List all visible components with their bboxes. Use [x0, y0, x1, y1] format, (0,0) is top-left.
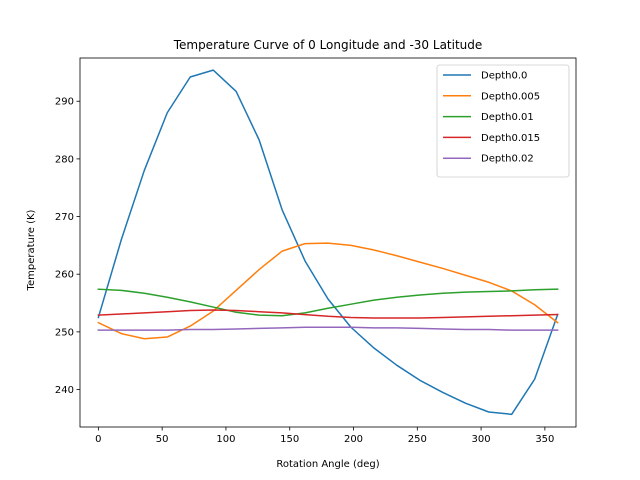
y-axis-label: Temperature (K) — [26, 209, 37, 291]
chart-title: Temperature Curve of 0 Longitude and -30… — [173, 38, 483, 52]
series-line-3 — [97, 309, 559, 319]
legend-label-2: Depth0.01 — [481, 112, 534, 123]
x-tick-label-1: 50 — [156, 434, 169, 445]
legend-label-1: Depth0.005 — [481, 91, 540, 102]
x-axis: 0 50 100 150 200 250 300 350 — [95, 427, 554, 445]
plot-area — [79, 57, 577, 428]
x-tick-label-3: 150 — [280, 434, 299, 445]
y-tick-label-5: 290 — [55, 97, 74, 108]
x-tick-label-0: 0 — [95, 434, 101, 445]
y-tick-label-4: 280 — [55, 154, 74, 165]
y-tick-label-1: 250 — [55, 327, 74, 338]
series-line-0 — [97, 69, 559, 416]
y-tick-label-2: 260 — [55, 270, 74, 281]
y-axis: 240 250 260 270 280 290 — [55, 97, 80, 396]
series-line-1 — [97, 242, 559, 340]
legend-label-4: Depth0.02 — [481, 154, 534, 165]
series-line-2 — [97, 288, 559, 317]
x-tick-label-7: 350 — [535, 434, 554, 445]
legend-box — [436, 64, 570, 178]
x-axis-label: Rotation Angle (deg) — [276, 459, 379, 470]
y-tick-label-3: 270 — [55, 212, 74, 223]
y-tick-label-0: 240 — [55, 385, 74, 396]
x-tick-label-6: 300 — [472, 434, 491, 445]
x-tick-label-4: 200 — [344, 434, 363, 445]
series-line-4 — [97, 326, 559, 331]
legend-label-3: Depth0.015 — [481, 133, 540, 144]
x-tick-label-2: 100 — [216, 434, 235, 445]
x-tick-label-5: 250 — [408, 434, 427, 445]
legend: Depth0.0 Depth0.005 Depth0.01 Depth0.015 Dep… — [436, 64, 570, 178]
plot-frame — [79, 57, 577, 428]
legend-label-0: Depth0.0 — [481, 71, 527, 82]
